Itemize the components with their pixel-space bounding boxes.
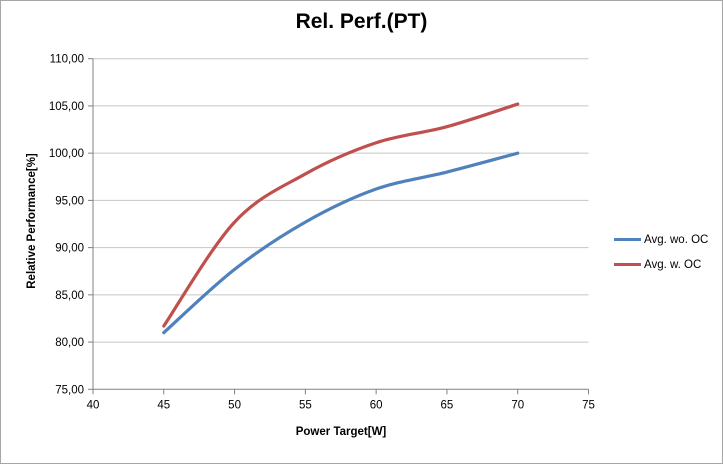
- y-tick-label: 105,00: [49, 101, 84, 113]
- y-tick-label: 110,00: [50, 54, 84, 66]
- legend: Avg. wo. OC Avg. w. OC: [614, 232, 708, 272]
- x-tick-label: 50: [228, 399, 241, 411]
- legend-line-swatch: [614, 263, 641, 266]
- x-tick-label: 55: [299, 399, 312, 411]
- x-tick-label: 75: [582, 399, 595, 411]
- series-line-avg-wo-oc: [162, 151, 520, 335]
- y-tick-label: 80,00: [55, 337, 84, 349]
- series-line-avg-w-oc: [162, 102, 520, 328]
- legend-item-avg-w-oc: Avg. w. OC: [614, 257, 708, 272]
- y-tick-label: 100,00: [49, 148, 84, 160]
- y-tick-label: 75,00: [55, 384, 84, 396]
- x-tick-label: 45: [157, 399, 170, 411]
- y-tick-label: 85,00: [55, 290, 84, 302]
- x-tick-label: 40: [87, 399, 100, 411]
- x-tick-label: 65: [441, 399, 454, 411]
- x-tick-label: 70: [511, 399, 524, 411]
- legend-label: Avg. wo. OC: [644, 233, 709, 246]
- y-tick-label: 90,00: [55, 243, 84, 255]
- x-tick-label: 60: [370, 399, 383, 411]
- x-axis-title: Power Target[W]: [295, 426, 387, 438]
- y-tick-label: 95,00: [55, 195, 84, 207]
- legend-label: Avg. w. OC: [644, 258, 702, 271]
- chart-title: Rel. Perf.(PT): [295, 10, 428, 33]
- legend-line-swatch: [614, 238, 641, 241]
- legend-item-avg-wo-oc: Avg. wo. OC: [614, 232, 708, 247]
